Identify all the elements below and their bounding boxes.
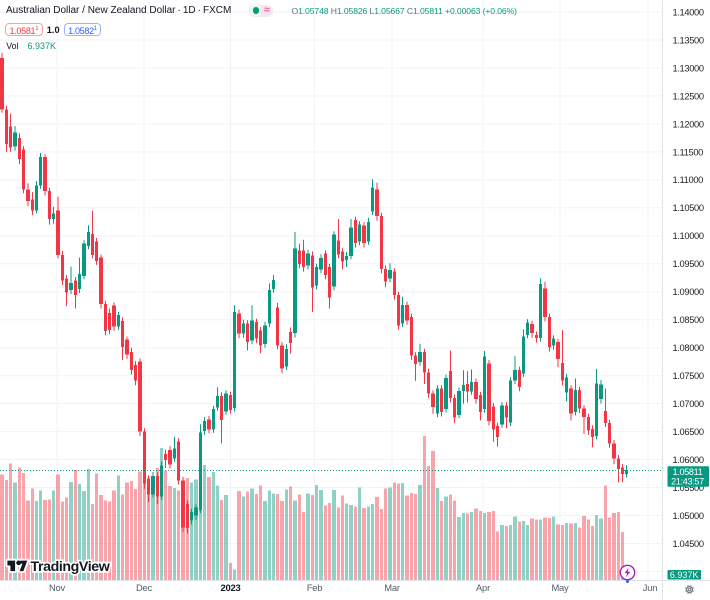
svg-text:2023: 2023 [220, 582, 240, 593]
svg-text:21:43:57: 21:43:57 [671, 477, 704, 487]
svg-text:1.12500: 1.12500 [673, 91, 704, 101]
svg-text:Mar: Mar [384, 582, 400, 593]
svg-text:May: May [551, 582, 569, 593]
svg-text:Nov: Nov [49, 582, 66, 593]
svg-text:1.11500: 1.11500 [673, 147, 704, 157]
svg-text:1.12000: 1.12000 [673, 119, 704, 129]
svg-text:Jun: Jun [643, 582, 658, 593]
svg-text:1.07500: 1.07500 [673, 371, 704, 381]
svg-text:1.04500: 1.04500 [673, 539, 704, 549]
svg-text:TradingView: TradingView [31, 559, 111, 575]
svg-text:1.05811: 1.05811 [673, 467, 703, 477]
svg-text:1.09000: 1.09000 [673, 287, 704, 297]
svg-text:1.10500: 1.10500 [673, 203, 704, 213]
svg-text:1.13500: 1.13500 [673, 35, 704, 45]
svg-text:1.06500: 1.06500 [673, 427, 704, 437]
svg-text:1.05000: 1.05000 [673, 511, 704, 521]
svg-text:Apr: Apr [476, 582, 490, 593]
svg-text:Dec: Dec [136, 582, 153, 593]
svg-text:1.07000: 1.07000 [673, 399, 704, 409]
svg-text:1.10000: 1.10000 [673, 231, 704, 241]
svg-text:1.08500: 1.08500 [673, 315, 704, 325]
svg-text:6.937K: 6.937K [670, 570, 699, 580]
svg-text:1.14000: 1.14000 [673, 7, 704, 17]
svg-text:1.09500: 1.09500 [673, 259, 704, 269]
svg-text:1.13000: 1.13000 [673, 63, 704, 73]
svg-text:1.06000: 1.06000 [673, 455, 704, 465]
svg-text:1.05500: 1.05500 [673, 483, 704, 493]
svg-text:Feb: Feb [307, 582, 323, 593]
svg-text:1.11000: 1.11000 [673, 175, 704, 185]
svg-text:1.08000: 1.08000 [673, 343, 704, 353]
